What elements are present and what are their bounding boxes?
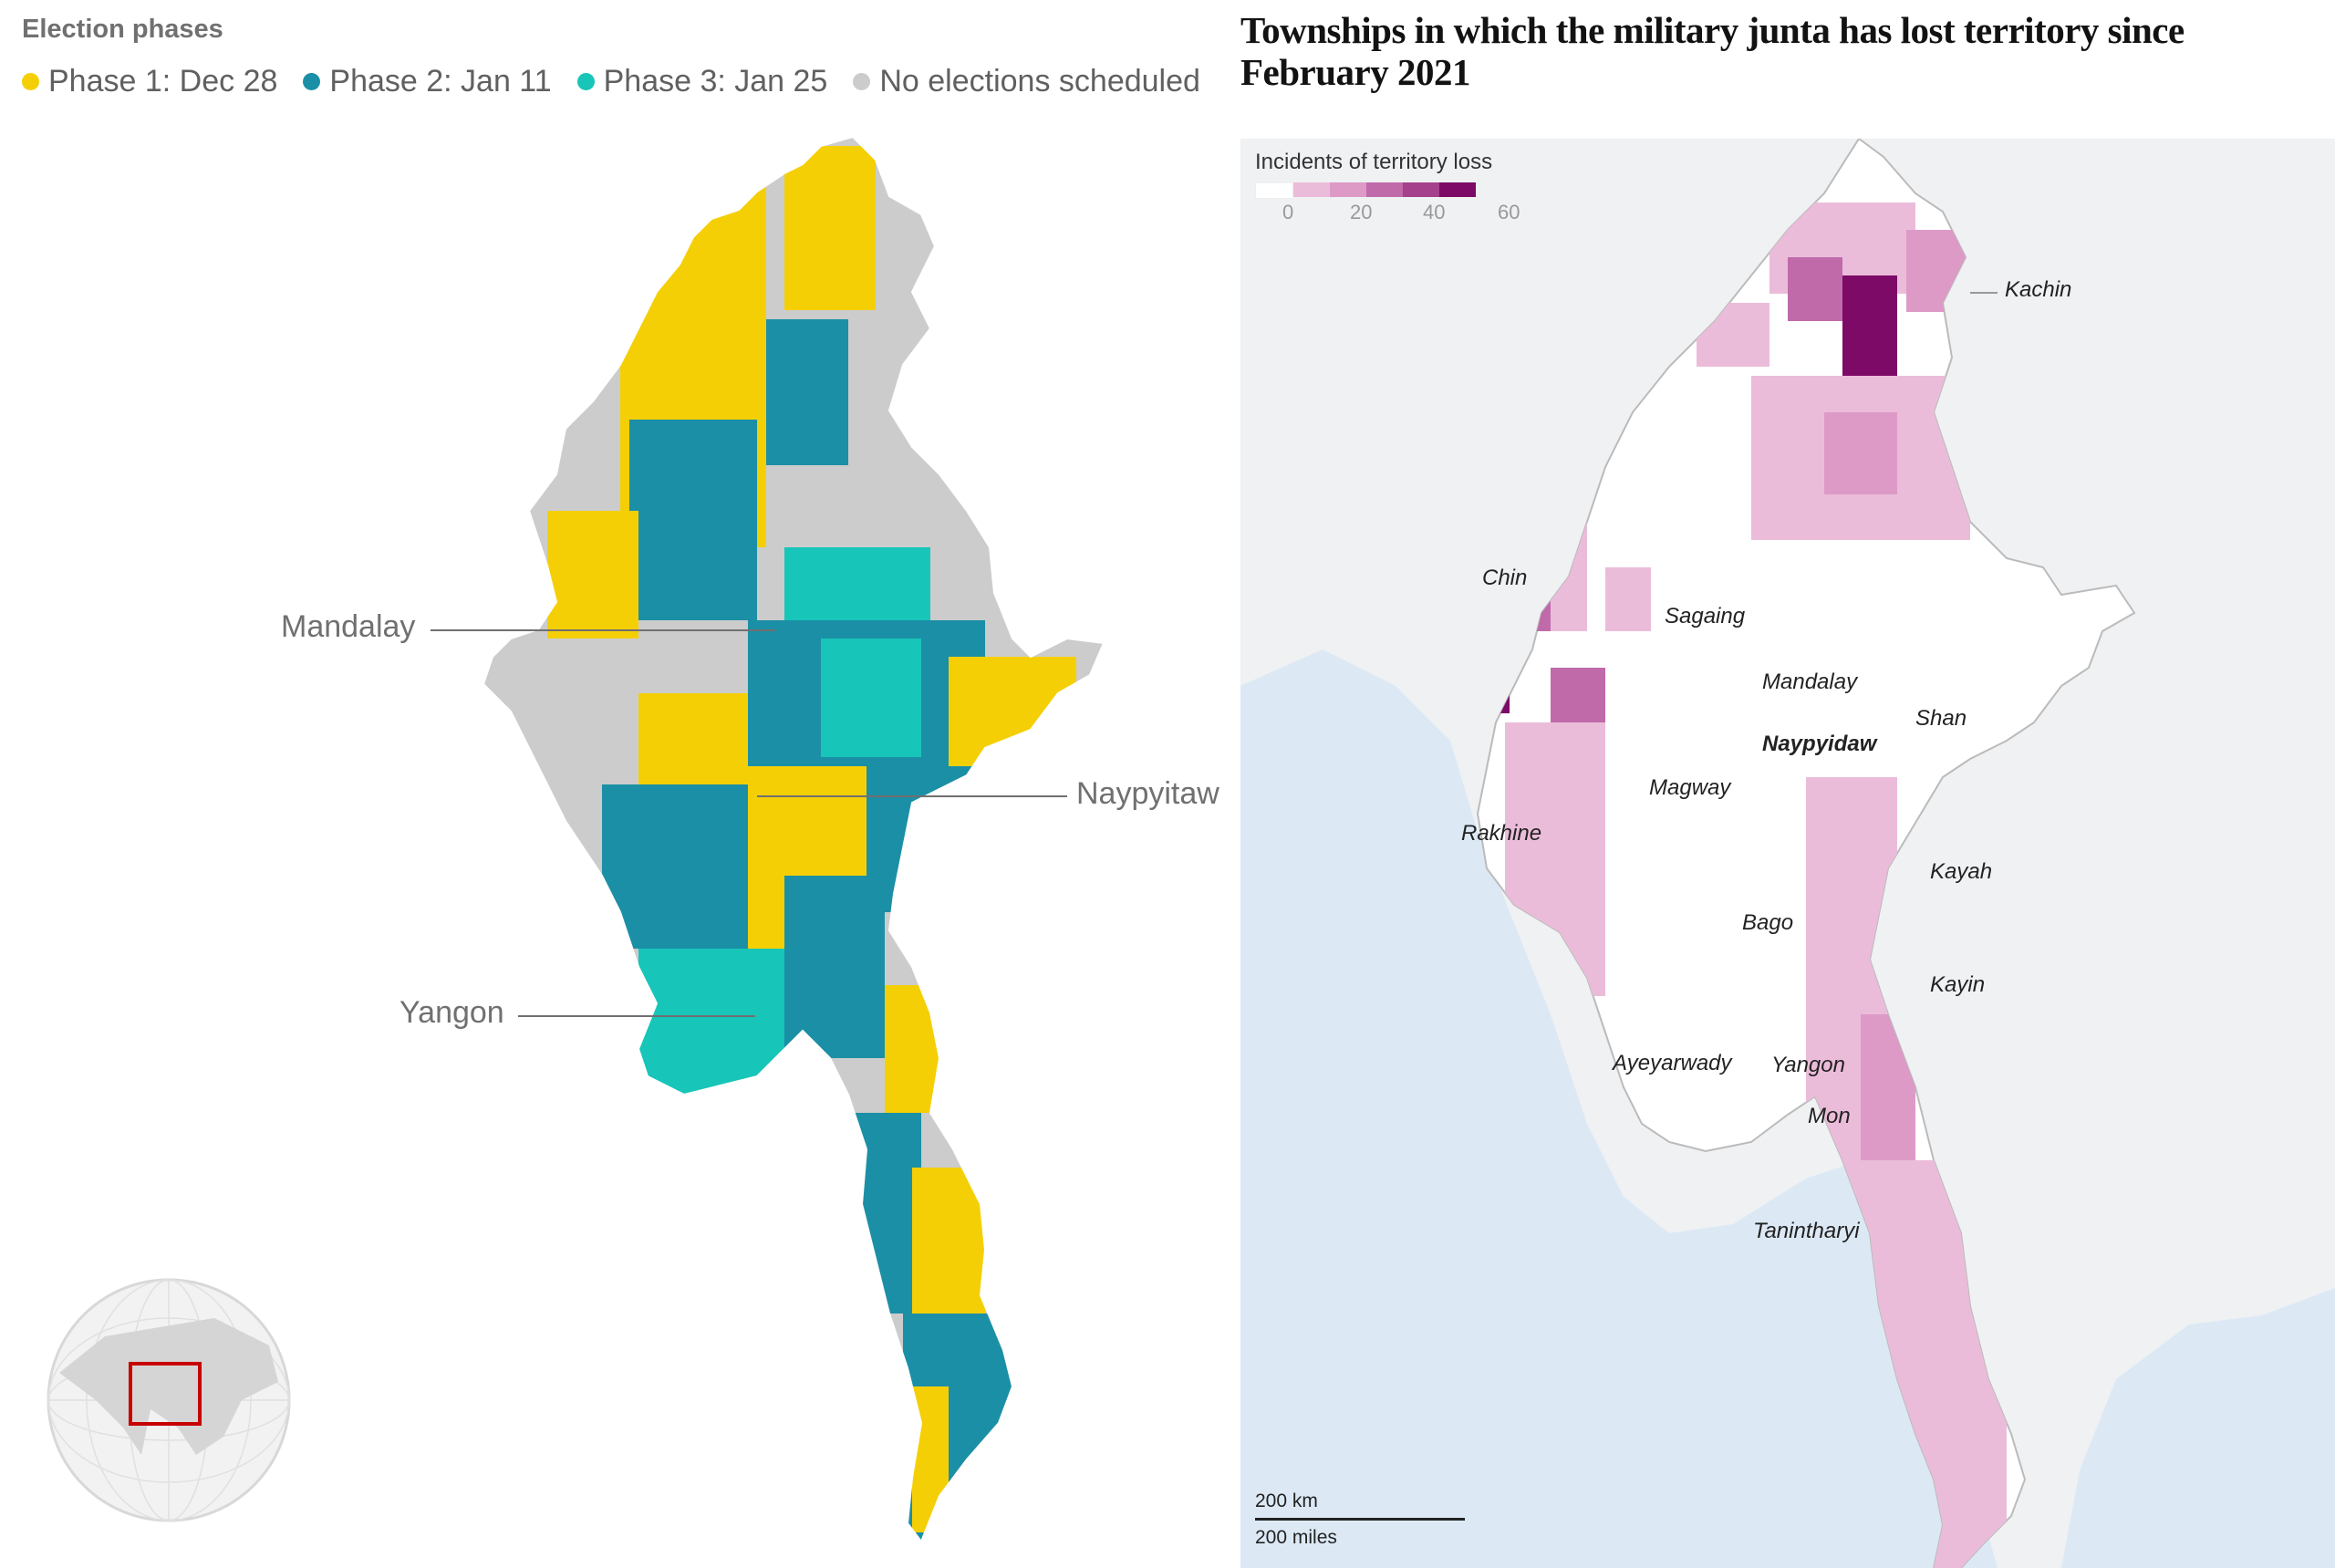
scale-swatch-1 (1293, 182, 1330, 197)
color-scale (1255, 182, 1476, 199)
legend-item-phase2: Phase 2: Jan 11 (303, 64, 552, 99)
scalebar-km-label: 200 km (1255, 1490, 1318, 1511)
region-label-kayin: Kayin (1930, 972, 1986, 997)
scalebar-miles-label: 200 miles (1255, 1527, 1337, 1548)
naypyitaw-label: Naypyitaw (1076, 776, 1219, 811)
region-label-chin: Chin (1482, 566, 1528, 590)
naypyitaw-leader-line (757, 795, 1067, 797)
territory-loss-map-panel: Townships in which the military junta ha… (1239, 0, 2335, 1568)
region-label-naypyidaw: Naypyidaw (1762, 732, 1877, 756)
yangon-label: Yangon (400, 995, 504, 1030)
scale-swatch-2 (1330, 182, 1366, 197)
region-label-mon: Mon (1808, 1104, 1851, 1128)
region-label-rakhine: Rakhine (1461, 821, 1542, 846)
region-label-tanintharyi: Tanintharyi (1753, 1219, 1860, 1243)
legend-item-phase1: Phase 1: Dec 28 (22, 64, 277, 99)
region-label-kachin: Kachin (2005, 277, 2072, 302)
territory-map-frame: Incidents of territory loss 0 20 40 60 K… (1240, 139, 2335, 1568)
region-label-ayeyarwady: Ayeyarwady (1613, 1051, 1732, 1075)
page-title: Townships in which the military junta ha… (1240, 9, 2185, 93)
legend-item-phase3: Phase 3: Jan 25 (576, 64, 827, 99)
yangon-leader-line (518, 1015, 755, 1017)
region-label-shan: Shan (1915, 706, 1967, 731)
myanmar-election-map (483, 137, 1104, 1542)
legend-title: Election phases (22, 15, 223, 44)
phase2-dot-icon (303, 73, 321, 90)
globe-icon (47, 1278, 291, 1522)
phase1-dot-icon (22, 73, 39, 90)
scalebar-line (1255, 1518, 1465, 1521)
region-label-mandalay: Mandalay (1762, 670, 1858, 694)
mandalay-leader-line (431, 629, 775, 631)
phase3-dot-icon (576, 73, 595, 90)
territory-loss-map (1240, 139, 2335, 1568)
scale-swatch-3 (1366, 182, 1403, 197)
kachin-leader-line (1970, 292, 1998, 294)
scale-swatch-4 (1403, 182, 1439, 197)
election-phases-map-panel: Election phases Phase 1: Dec 28 Phase 2:… (22, 15, 1219, 1542)
legend: Phase 1: Dec 28 Phase 2: Jan 11 Phase 3:… (22, 64, 1200, 99)
mandalay-label: Mandalay (281, 609, 416, 644)
no-elections-dot-icon (853, 73, 871, 90)
region-label-magway: Magway (1649, 775, 1731, 800)
scale-title: Incidents of territory loss (1255, 150, 1493, 174)
region-label-yangon: Yangon (1771, 1053, 1845, 1077)
region-label-kayah: Kayah (1930, 859, 1993, 884)
region-label-bago: Bago (1742, 910, 1794, 935)
region-label-sagaing: Sagaing (1665, 604, 1746, 628)
scale-swatch-5 (1439, 182, 1476, 197)
legend-item-no-elections: No elections scheduled (853, 64, 1200, 99)
scale-swatch-0 (1255, 182, 1293, 199)
